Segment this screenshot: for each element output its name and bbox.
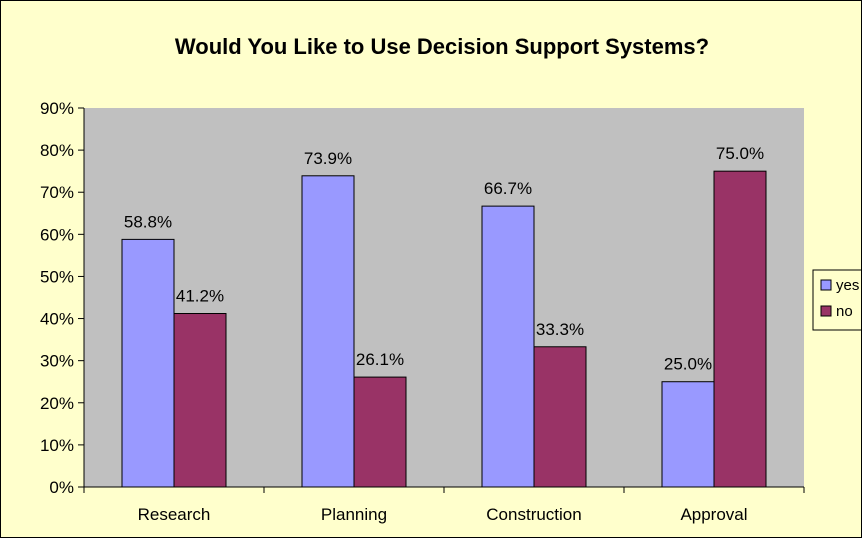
data-labels: 58.8% 41.2% 73.9% 26.1% 66.7% 33.3% 25.0% 75.0% bbox=[124, 144, 764, 374]
legend-label-no: no bbox=[836, 303, 853, 320]
data-label-yes-construction: 66.7% bbox=[484, 179, 532, 198]
y-tick-label: 80% bbox=[40, 141, 74, 160]
data-label-yes-planning: 73.9% bbox=[304, 149, 352, 168]
y-tick-label: 30% bbox=[40, 352, 74, 371]
data-label-yes-approval: 25.0% bbox=[664, 355, 712, 374]
x-tick-label: Construction bbox=[486, 505, 581, 524]
data-label-no-approval: 75.0% bbox=[716, 144, 764, 163]
bar-yes-approval bbox=[661, 381, 715, 488]
y-tick-label: 0% bbox=[49, 478, 74, 497]
y-tick-label: 40% bbox=[40, 310, 74, 329]
y-tick-label: 10% bbox=[40, 436, 74, 455]
bar-yes-research bbox=[121, 238, 175, 488]
legend-swatch-no bbox=[820, 305, 832, 317]
data-label-no-planning: 26.1% bbox=[356, 350, 404, 369]
bar-no-construction bbox=[533, 346, 587, 488]
bar-no-planning bbox=[353, 376, 407, 488]
bar-no-research bbox=[173, 313, 227, 488]
bar-yes-planning bbox=[301, 175, 355, 488]
y-tick-label: 90% bbox=[40, 99, 74, 118]
x-tick-label: Research bbox=[138, 505, 211, 524]
y-tick-label: 50% bbox=[40, 267, 74, 286]
bar-yes-construction bbox=[481, 205, 535, 488]
y-tick-label: 20% bbox=[40, 394, 74, 413]
legend-label-yes: yes bbox=[836, 277, 859, 294]
x-tick-label: Planning bbox=[321, 505, 387, 524]
bar-no-approval bbox=[713, 170, 767, 488]
legend: yes no bbox=[812, 269, 861, 331]
y-axis: 0% 10% 20% 30% 40% 50% 60% 70% 80% 90% bbox=[40, 99, 85, 497]
y-tick-label: 60% bbox=[40, 225, 74, 244]
y-tick-label: 70% bbox=[40, 183, 74, 202]
data-label-no-construction: 33.3% bbox=[536, 320, 584, 339]
chart-title: Would You Like to Use Decision Support S… bbox=[175, 34, 709, 59]
bars bbox=[121, 170, 767, 488]
legend-swatch-yes bbox=[820, 279, 832, 291]
data-label-yes-research: 58.8% bbox=[124, 212, 172, 231]
x-axis: Research Planning Construction Approval bbox=[83, 486, 805, 524]
data-label-no-research: 41.2% bbox=[176, 287, 224, 306]
x-tick-label: Approval bbox=[680, 505, 747, 524]
